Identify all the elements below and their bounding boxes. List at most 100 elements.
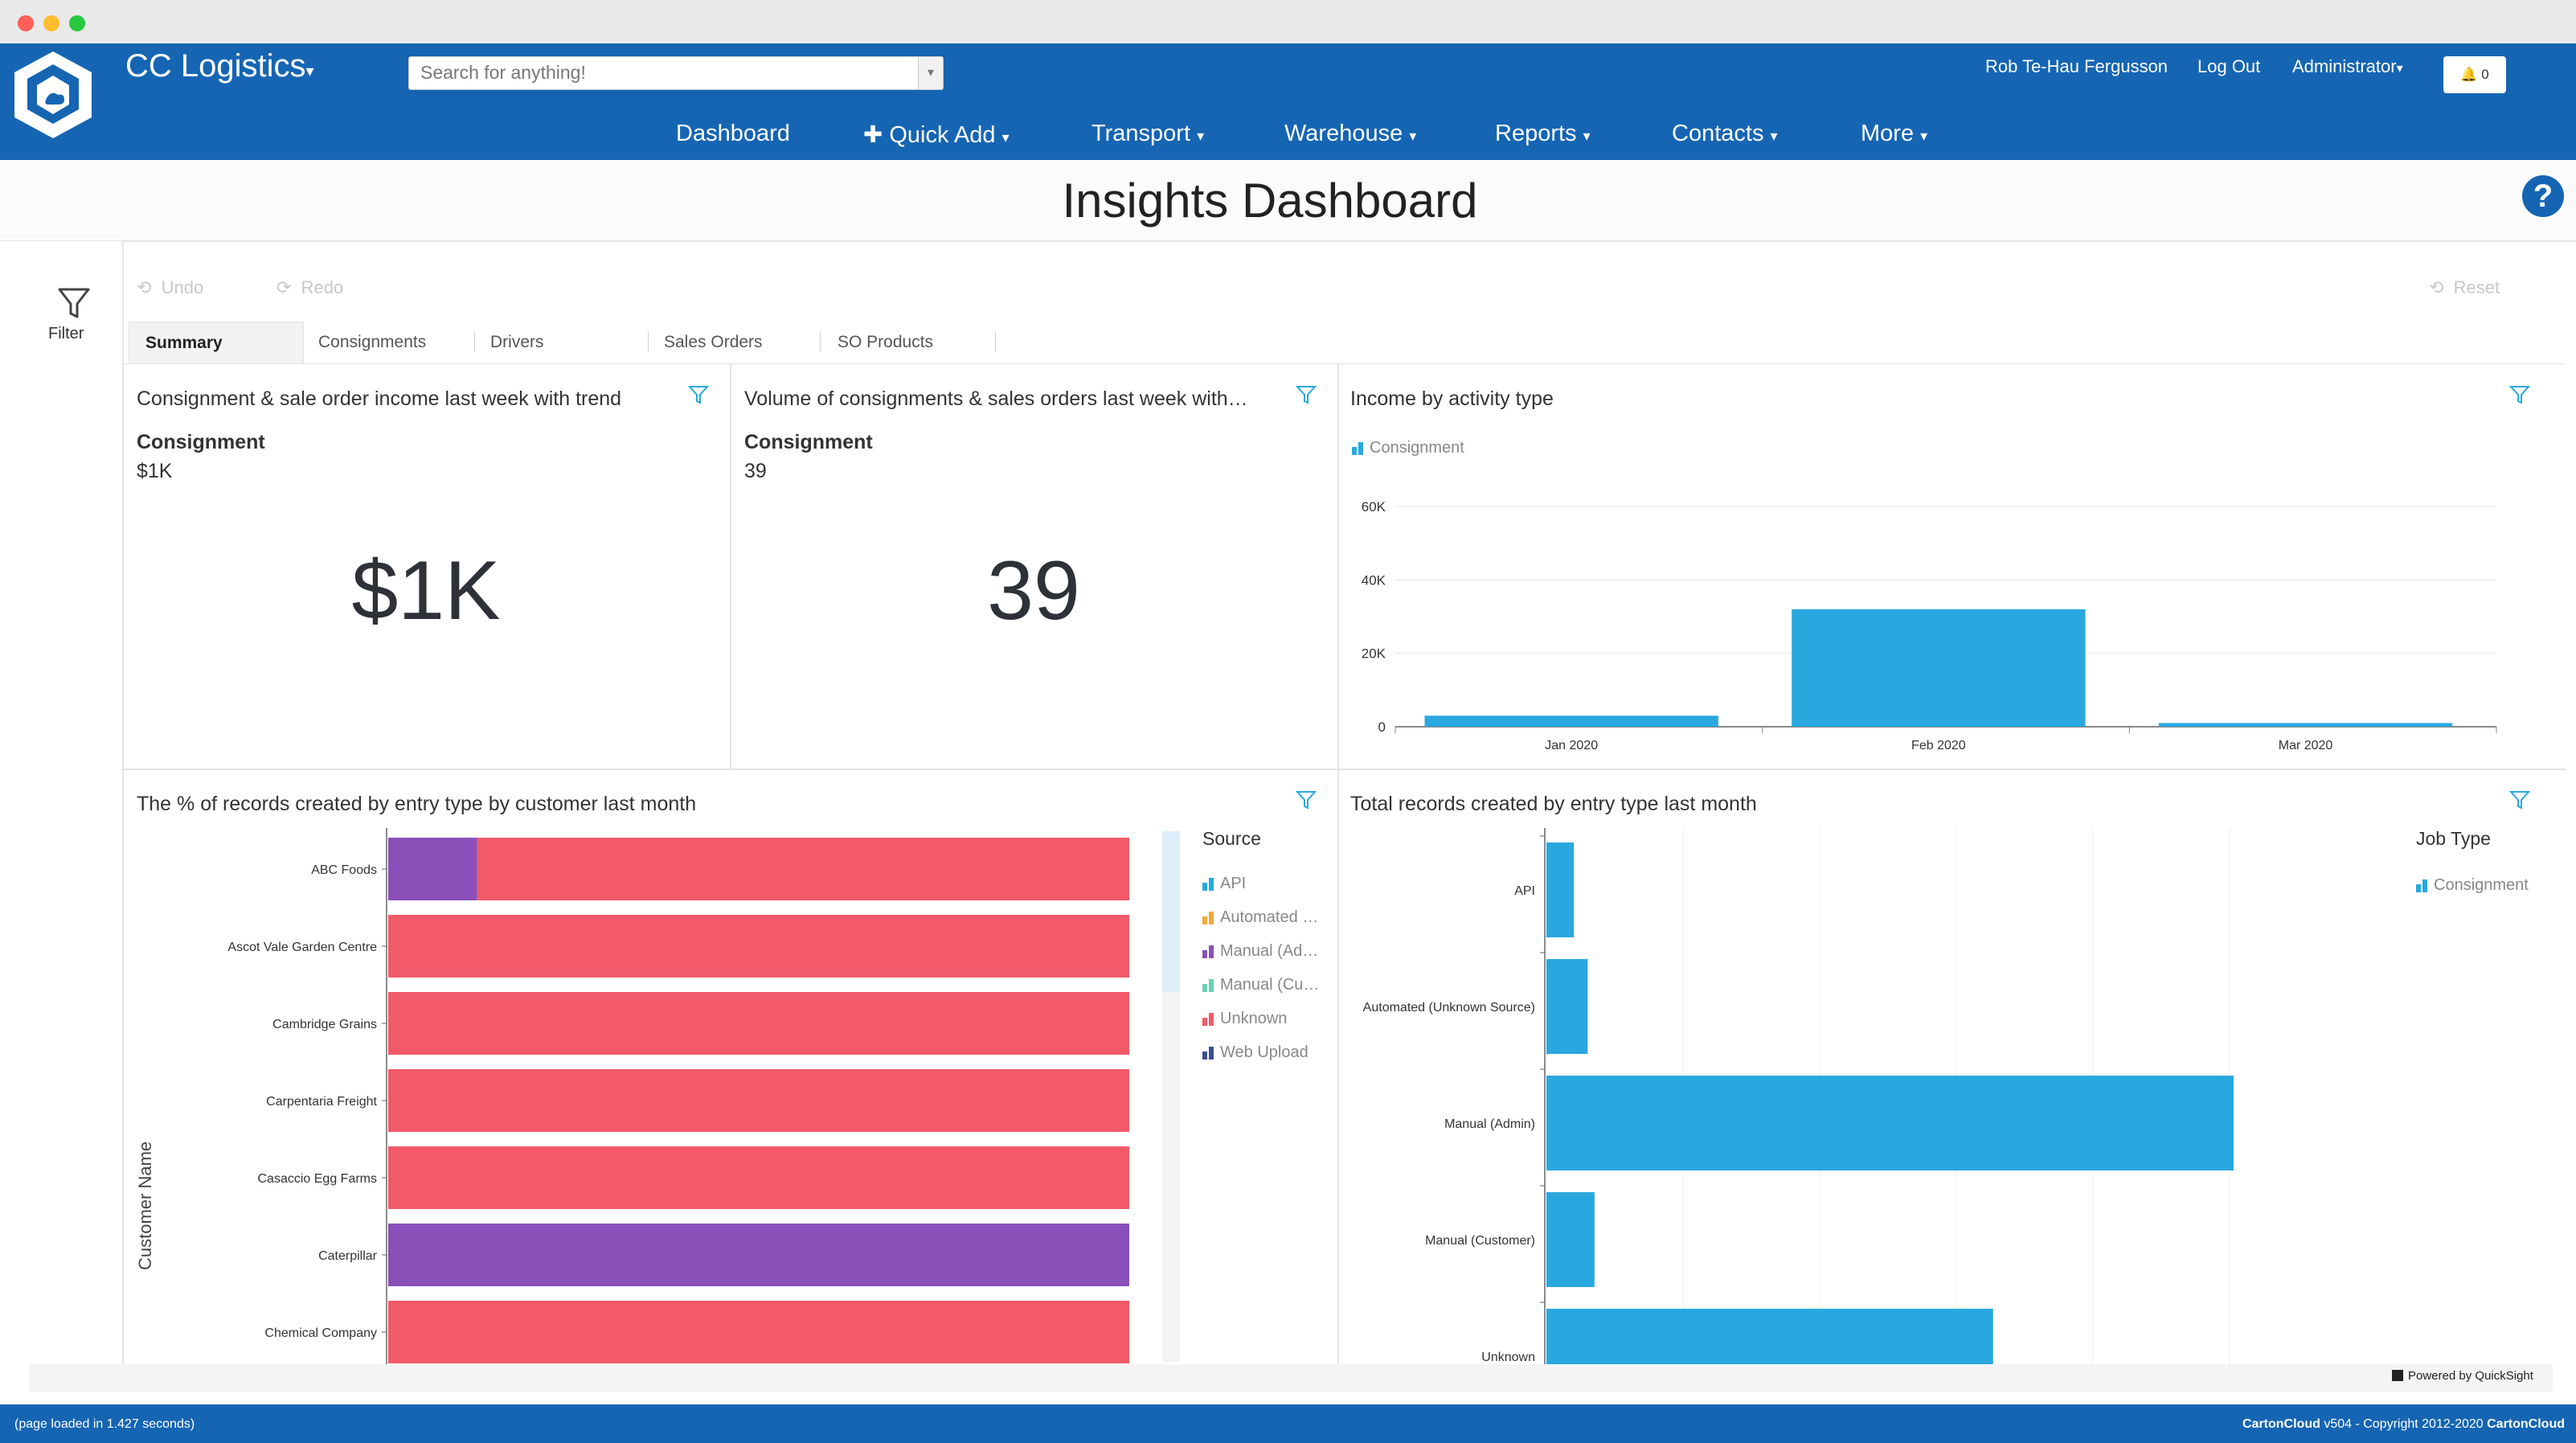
nav-warehouse[interactable]: Warehouse ▾	[1284, 121, 1416, 147]
visual-filter-icon[interactable]	[2509, 384, 2530, 405]
visual-filter-icon[interactable]	[688, 384, 709, 405]
total-legend-consignment[interactable]: Consignment	[2416, 876, 2529, 895]
page-load-time: (page loaded in 1.427 seconds)	[14, 1417, 195, 1431]
page-footer: (page loaded in 1.427 seconds) CartonClo…	[0, 1404, 2576, 1443]
nav-more[interactable]: More ▾	[1861, 121, 1927, 147]
kpi-volume-value: 39	[987, 544, 1080, 637]
redo-button[interactable]: ⟳ Redo	[276, 277, 343, 298]
redo-label: Redo	[301, 277, 344, 297]
role-dropdown[interactable]: Administrator▾	[2292, 56, 2403, 77]
nav-dashboard[interactable]: Dashboard	[676, 121, 790, 146]
panel-border	[1337, 363, 1339, 1364]
caret-down-icon: ▾	[1770, 128, 1778, 144]
tab-summary[interactable]: Summary	[129, 322, 304, 363]
footer-brand: CartonCloud	[2242, 1417, 2320, 1431]
tab-drivers[interactable]: Drivers	[490, 333, 544, 351]
total-chart-title: Total records created by entry type last…	[1350, 793, 1757, 815]
window-titlebar	[0, 0, 2576, 44]
nav-transport[interactable]: Transport ▾	[1091, 121, 1204, 147]
total-bar	[1546, 959, 1588, 1054]
logout-link[interactable]: Log Out	[2197, 56, 2261, 76]
nav-reports[interactable]: Reports ▾	[1495, 121, 1591, 147]
income-y-tick-label: 20K	[1362, 646, 1386, 662]
company-switcher[interactable]: CC Logistics▾	[125, 48, 314, 84]
income-bar	[2158, 723, 2453, 727]
nav-more-label: More	[1861, 121, 1915, 146]
caret-down-icon: ▾	[1920, 128, 1928, 144]
filter-funnel-icon[interactable]	[56, 285, 92, 322]
page-title: Insights Dashboard	[1062, 174, 1478, 228]
kpi-income-value: $1K	[351, 544, 501, 637]
tab-so-products[interactable]: SO Products	[838, 333, 934, 351]
legend-scrollbar-thumb[interactable]	[1162, 831, 1180, 992]
income-y-tick-label: 60K	[1362, 499, 1386, 514]
pct-legend-item[interactable]: Manual (Cu…	[1202, 976, 1319, 994]
pct-legend-item[interactable]: Automated …	[1202, 908, 1318, 927]
tab-sales-orders[interactable]: Sales Orders	[664, 333, 763, 351]
reset-button[interactable]: ⟲ Reset	[2429, 277, 2500, 298]
total-horizontal-bar-chart: API Automated (Unknown Source) Manual (Adm…	[1363, 828, 2234, 1367]
quicksight-icon	[2392, 1370, 2403, 1381]
kpi-volume-small-value: 39	[744, 460, 767, 482]
search-dropdown-icon[interactable]: ▾	[918, 57, 943, 89]
pct-y-tick-label: Carpentaria Freight	[266, 1095, 377, 1109]
search-input[interactable]	[409, 57, 922, 88]
filter-label[interactable]: Filter	[48, 325, 84, 342]
visual-filter-icon[interactable]	[1296, 384, 1317, 405]
pct-bar-segment	[388, 1069, 1129, 1132]
global-search[interactable]: ▾	[408, 56, 944, 90]
pct-legend-label: API	[1220, 875, 1247, 892]
user-name-link[interactable]: Rob Te-Hau Fergusson	[1985, 56, 2169, 76]
pct-bar-segment	[388, 992, 1129, 1055]
panel-border	[730, 363, 731, 769]
nav-contacts[interactable]: Contacts ▾	[1672, 121, 1778, 147]
undo-button[interactable]: ⟲ Undo	[137, 277, 203, 298]
kpi-income-title: Consignment & sale order income last wee…	[137, 387, 622, 410]
quicksight-footer-strip	[29, 1364, 2553, 1392]
powered-by-label: Powered by QuickSight	[2408, 1369, 2533, 1383]
panel-border	[122, 769, 2566, 770]
tab-consignments[interactable]: Consignments	[318, 333, 427, 351]
cartoncloud-logo-icon[interactable]	[8, 48, 98, 141]
nav-contacts-label: Contacts	[1672, 121, 1764, 146]
help-icon[interactable]: ?	[2522, 175, 2564, 217]
pct-legend-item[interactable]: API	[1202, 875, 1246, 893]
total-y-tick-label: Manual (Admin)	[1444, 1117, 1535, 1131]
nav-quick-add[interactable]: ✚ Quick Add ▾	[863, 121, 1010, 149]
pct-stacked-bar-chart: ABC Foods Ascot Vale Garden Centre Cambrid…	[227, 828, 1129, 1367]
nav-reports-label: Reports	[1495, 121, 1577, 146]
visual-filter-icon[interactable]	[1296, 789, 1317, 810]
redo-icon: ⟳	[276, 277, 292, 297]
pct-legend-label: Manual (Ad…	[1220, 942, 1319, 960]
pct-y-tick-label: Caterpillar	[318, 1249, 378, 1263]
minimize-window-button[interactable]	[43, 15, 59, 31]
income-x-tick-label: Jan 2020	[1545, 739, 1598, 752]
income-y-tick-label: 40K	[1362, 572, 1386, 588]
pct-bar-segment	[388, 1301, 1129, 1363]
income-bar-chart: 0 20K 40K 60K Jan 2020 Feb 2020 Mar 2020	[1362, 499, 2497, 752]
visual-filter-icon[interactable]	[2509, 789, 2530, 810]
income-x-tick-label: Feb 2020	[1911, 739, 1966, 752]
income-x-tick-label: Mar 2020	[2279, 739, 2333, 752]
income-legend-consignment[interactable]: Consignment	[1352, 439, 1464, 457]
powered-by-quicksight[interactable]: Powered by QuickSight	[2392, 1369, 2533, 1383]
tab-divider	[474, 331, 475, 352]
pct-legend-label: Manual (Cu…	[1220, 976, 1320, 994]
legend-swatch-icon	[1202, 876, 1215, 891]
footer-brand-link[interactable]: CartonCloud	[2487, 1417, 2565, 1431]
total-legend-label: Consignment	[2434, 876, 2529, 894]
maximize-window-button[interactable]	[69, 15, 85, 31]
close-window-button[interactable]	[18, 15, 34, 31]
pct-legend-item[interactable]: Manual (Ad…	[1202, 942, 1318, 961]
total-legend-title: Job Type	[2416, 828, 2491, 849]
bell-icon: 🔔	[2460, 67, 2478, 82]
pct-legend-label: Automated …	[1220, 908, 1319, 926]
total-y-tick-label: Manual (Customer)	[1425, 1234, 1535, 1248]
pct-y-tick-label: Casaccio Egg Farms	[258, 1172, 378, 1186]
notifications-button[interactable]: 🔔 0	[2443, 56, 2506, 93]
pct-legend-item[interactable]: Unknown	[1202, 1010, 1287, 1028]
brand-name: CC Logistics	[125, 48, 306, 84]
pct-legend-item[interactable]: Web Upload	[1202, 1043, 1308, 1062]
legend-swatch-icon	[1202, 978, 1215, 992]
legend-scrollbar[interactable]	[1162, 831, 1180, 1362]
